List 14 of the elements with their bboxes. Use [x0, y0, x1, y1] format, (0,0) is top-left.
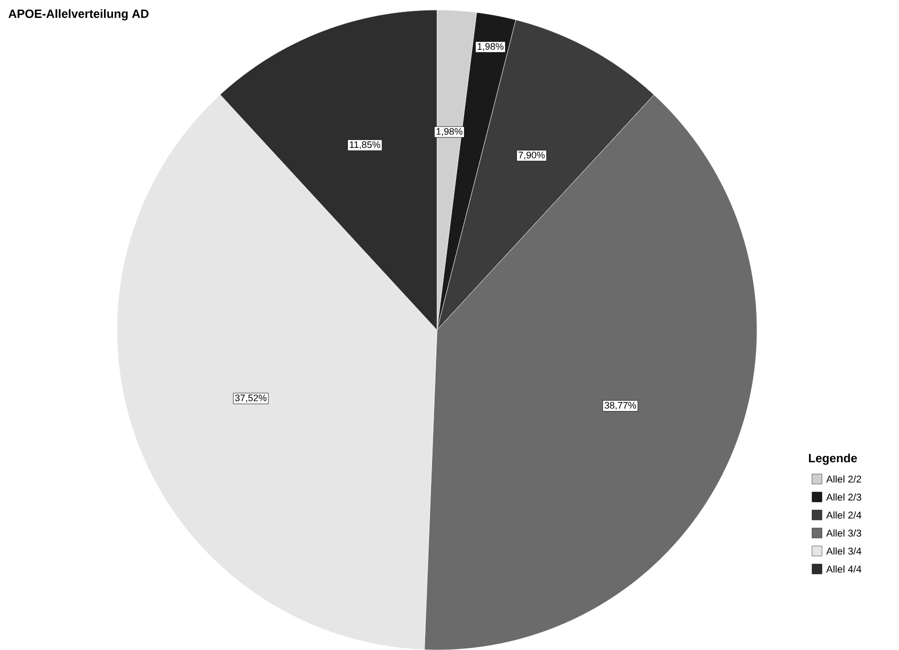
data-label: 11,85%: [350, 141, 380, 150]
data-label: 38,77%: [604, 402, 636, 410]
data-label: 1,98%: [436, 128, 462, 136]
legend-label: Allel 2/4: [826, 511, 862, 519]
data-label: 37,52%: [235, 394, 267, 402]
legend-label: Allel 2/2: [826, 475, 862, 483]
legend-label: Allel 2/3: [826, 493, 862, 501]
chart-title: APOE-Allelverteilung AD: [8, 9, 149, 20]
legend-title: Legende: [808, 454, 857, 465]
legend-label: Allel 4/4: [826, 565, 862, 573]
data-label: 1,98%: [478, 43, 504, 51]
legend-label: Allel 3/4: [826, 547, 862, 555]
legend-label: Allel 3/3: [826, 529, 862, 537]
data-label: 7,90%: [518, 152, 545, 160]
